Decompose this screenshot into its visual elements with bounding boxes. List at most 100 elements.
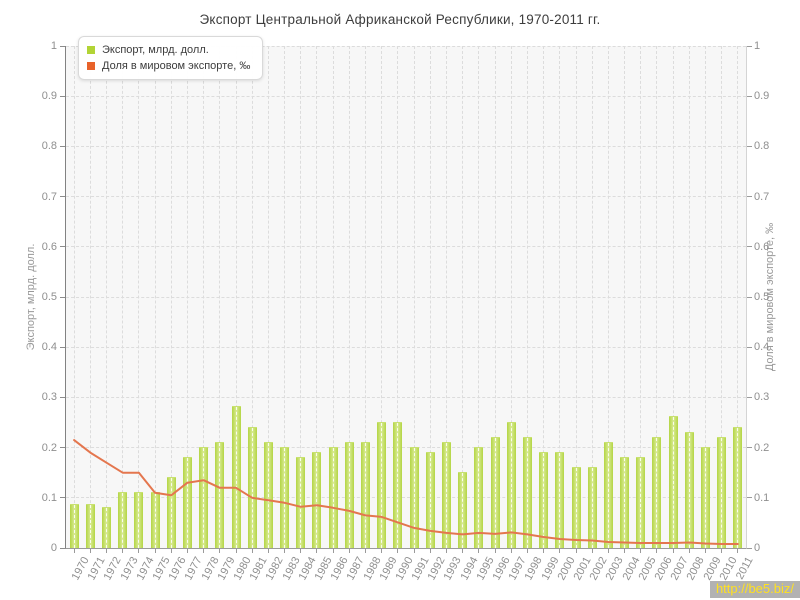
v-gridline [705, 46, 707, 548]
export-bar [361, 441, 371, 548]
x-axis-tick [138, 549, 140, 553]
v-gridline [413, 46, 415, 548]
x-axis-tick [672, 549, 674, 553]
x-axis-tick [607, 549, 609, 553]
export-bar [555, 451, 565, 548]
x-axis-tick [478, 549, 480, 553]
v-gridline [397, 46, 399, 548]
h-gridline [66, 396, 746, 398]
export-bar [409, 446, 419, 548]
bar-center-dash [122, 492, 124, 548]
x-axis-tick [656, 549, 658, 553]
export-bar [85, 504, 95, 548]
export-bar [571, 466, 581, 548]
bar-center-dash [721, 437, 723, 548]
axis-tick [60, 45, 65, 47]
x-axis-tick [203, 549, 205, 553]
axis-tick [747, 246, 752, 248]
bar-center-dash [640, 457, 642, 548]
x-axis-tick [381, 549, 383, 553]
bar-center-dash [494, 437, 496, 548]
axis-tick [747, 196, 752, 198]
export-bar [166, 476, 176, 548]
v-gridline [138, 46, 140, 548]
bar-center-dash [89, 505, 91, 548]
export-bar [328, 446, 338, 548]
x-axis-tick [526, 549, 528, 553]
world-share-line [73, 439, 739, 545]
axis-tick [747, 547, 752, 549]
export-bar [701, 446, 711, 548]
bar-center-dash [413, 447, 415, 548]
y-axis-left-tick-label: 1 [50, 40, 57, 52]
x-axis-tick [73, 549, 75, 553]
bar-center-dash [267, 442, 269, 548]
bar-center-dash [154, 492, 156, 548]
y-axis-left-tick-label: 0.9 [41, 90, 57, 103]
x-axis-tick [510, 549, 512, 553]
v-gridline [526, 46, 528, 548]
x-axis-tick [413, 549, 415, 553]
x-axis-tick [591, 549, 593, 553]
x-axis-tick [365, 549, 367, 553]
v-gridline [89, 46, 91, 548]
bar-center-dash [526, 437, 528, 548]
v-gridline [170, 46, 172, 548]
export-bar [490, 436, 500, 548]
axis-tick [747, 45, 752, 47]
y-axis-left-tick-label: 0.4 [41, 341, 57, 354]
v-gridline [105, 46, 107, 548]
watermark-link[interactable]: http://be5.biz/ [709, 581, 800, 598]
export-bar [539, 451, 549, 548]
y-axis-right-tick-label: 0.7 [754, 190, 770, 203]
export-bar [441, 441, 451, 548]
v-gridline [478, 46, 480, 548]
y-axis-left-tick-label: 0.3 [41, 391, 57, 404]
bar-center-dash [591, 467, 593, 548]
bar-center-dash [462, 472, 464, 548]
x-axis-tick [284, 549, 286, 553]
export-bar [247, 426, 257, 548]
legend-label: Экспорт, млрд. долл. [102, 44, 209, 56]
legend-swatch [87, 62, 95, 70]
v-gridline [721, 46, 723, 548]
axis-tick [747, 346, 752, 348]
x-axis-tick [105, 549, 107, 553]
v-gridline [235, 46, 237, 548]
export-bar [69, 504, 79, 548]
axis-tick [60, 497, 65, 499]
v-gridline [510, 46, 512, 548]
export-bar [312, 451, 322, 548]
bar-center-dash [138, 492, 140, 548]
x-axis-tick [300, 549, 302, 553]
y-axis-right-tick-label: 0.1 [754, 491, 770, 504]
v-gridline [186, 46, 188, 548]
v-gridline [445, 46, 447, 548]
export-bar [344, 441, 354, 548]
axis-tick [747, 95, 752, 97]
v-gridline [607, 46, 609, 548]
v-gridline [316, 46, 318, 548]
h-gridline [66, 95, 746, 97]
axis-tick [60, 196, 65, 198]
y-axis-left-tick-label: 0.2 [41, 441, 57, 454]
x-axis-tick [445, 549, 447, 553]
y-axis-left-tick-label: 0 [50, 542, 57, 554]
axis-tick [60, 346, 65, 348]
v-gridline [656, 46, 658, 548]
bar-center-dash [575, 467, 577, 548]
export-bar [231, 406, 241, 548]
v-gridline [122, 46, 124, 548]
export-bar [717, 436, 727, 548]
v-gridline [284, 46, 286, 548]
legend-swatch [87, 46, 95, 54]
export-bar [652, 436, 662, 548]
x-axis-tick [737, 549, 739, 553]
x-axis-tick [219, 549, 221, 553]
x-axis-tick [721, 549, 723, 553]
bar-center-dash [478, 447, 480, 548]
export-bar [684, 431, 694, 548]
x-axis-tick [122, 549, 124, 553]
export-bar [636, 456, 646, 548]
bar-center-dash [737, 427, 739, 548]
